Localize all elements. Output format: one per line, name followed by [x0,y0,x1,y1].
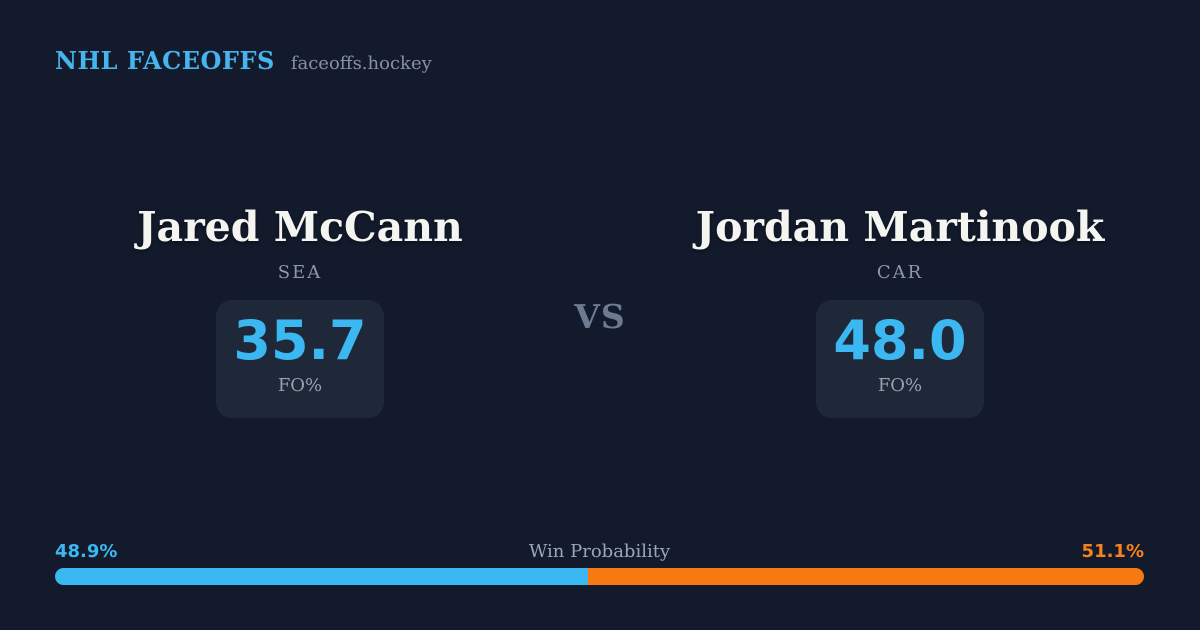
win-probability-labels: 48.9% Win Probability 51.1% [55,541,1144,563]
win-probability-right-pct: 51.1% [1081,541,1144,562]
stat-card-right: 48.0 FO% [816,300,984,419]
stat-value-right: 48.0 [833,309,967,373]
win-probability-left-pct: 48.9% [55,541,118,562]
player-name-right: Jordan Martinook [695,203,1105,251]
player-panel-left: Jared McCann SEA 35.7 FO% [80,203,520,419]
win-probability-bar-right-segment [587,568,1144,585]
win-probability-title: Win Probability [528,541,671,562]
win-probability-bar-left-segment [55,568,588,585]
stat-label-right: FO% [877,375,923,397]
player-name-left: Jared McCann [137,203,463,251]
vs-label: VS [574,297,626,336]
win-probability-bar [55,568,1144,585]
header: NHL FACEOFFS faceoffs.hockey [55,46,432,75]
stat-label-left: FO% [277,375,323,397]
stat-card-left: 35.7 FO% [216,300,384,419]
player-panel-right: Jordan Martinook CAR 48.0 FO% [680,203,1120,419]
player-team-right: CAR [876,262,924,284]
stat-value-left: 35.7 [233,309,367,373]
site-url: faceoffs.hockey [290,53,432,74]
brand-logo-text: NHL FACEOFFS [55,46,275,75]
player-team-left: SEA [277,262,323,284]
